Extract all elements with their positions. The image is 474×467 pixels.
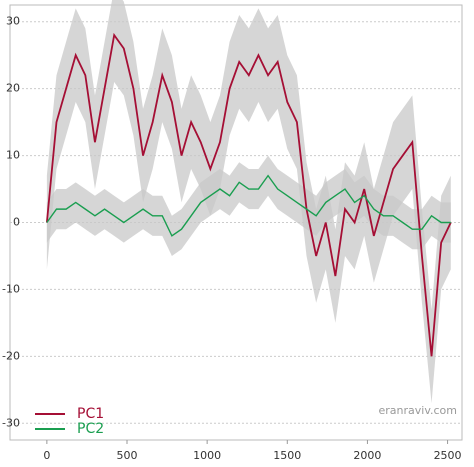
band [46, 0, 451, 404]
series-line [45, 32, 452, 357]
y-tick-label: -20 [2, 349, 20, 362]
x-tick-label: 2000 [353, 449, 381, 462]
x-tick-label: 1000 [193, 449, 221, 462]
watermark: eranraviv.com [379, 404, 457, 417]
x-tick-label: 500 [117, 449, 138, 462]
band [46, 155, 451, 256]
x-tick-label: 0 [43, 449, 50, 462]
y-tick-label: 0 [13, 216, 20, 229]
y-tick-label: -30 [2, 416, 20, 429]
x-tick-label: 2500 [434, 449, 462, 462]
y-tick-label: -10 [2, 282, 20, 295]
y-tick-label: 10 [6, 149, 20, 162]
legend-label: PC2 [77, 421, 104, 437]
legend-label: PC1 [77, 406, 104, 422]
y-tick-label: 20 [6, 82, 20, 95]
series-line [46, 174, 451, 237]
x-tick-label: 1500 [273, 449, 301, 462]
y-tick-label: 30 [6, 15, 20, 28]
